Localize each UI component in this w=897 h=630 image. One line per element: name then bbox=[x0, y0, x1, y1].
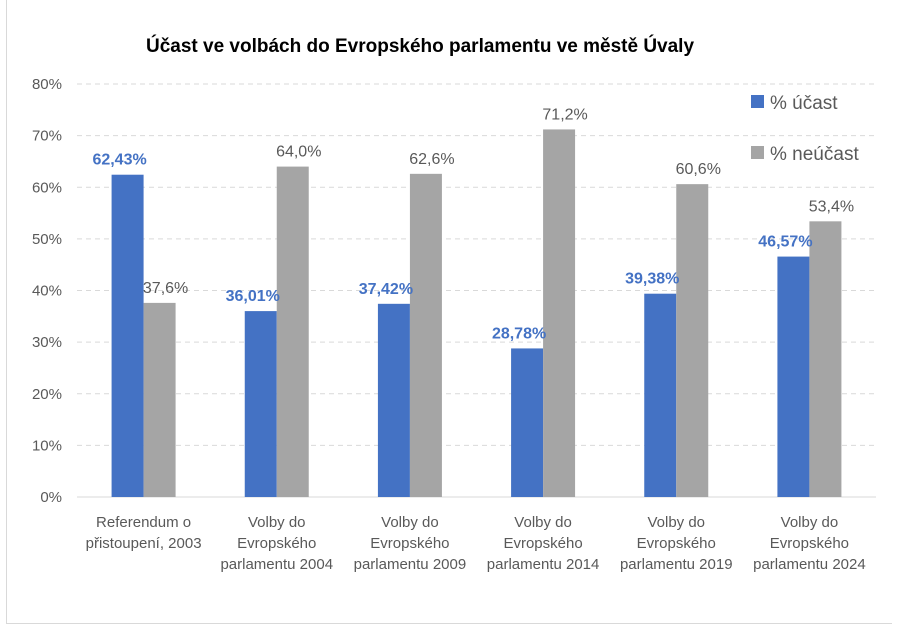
x-category-line: Volby do bbox=[248, 514, 306, 531]
data-label-ucast: 46,57% bbox=[758, 234, 812, 251]
x-category-line: Evropského bbox=[637, 535, 716, 552]
bar-neucast bbox=[143, 302, 176, 497]
data-label-ucast: 39,38% bbox=[625, 271, 679, 288]
data-label-ucast: 62,43% bbox=[92, 152, 146, 169]
x-category-line: parlamentu 2004 bbox=[220, 556, 333, 573]
y-tick-label: 50% bbox=[32, 231, 62, 248]
y-tick-label: 0% bbox=[40, 489, 62, 506]
bar-ucast bbox=[644, 293, 677, 497]
y-tick-label: 10% bbox=[32, 437, 62, 454]
bar-ucast bbox=[511, 348, 544, 497]
x-category-label: Volby do Evropského parlamentu 2009 bbox=[354, 514, 467, 573]
y-tick-label: 60% bbox=[32, 179, 62, 196]
y-axis-ticks: 0% 10% 20% 30% 40% 50% 60% 70% 80% bbox=[32, 76, 62, 506]
bar-neucast bbox=[676, 184, 709, 497]
x-category-line: Volby do bbox=[381, 514, 439, 531]
x-category-label: Volby do Evropského parlamentu 2004 bbox=[220, 514, 333, 573]
legend-label-ucast: % účast bbox=[770, 93, 838, 114]
x-category-line: parlamentu 2019 bbox=[620, 556, 733, 573]
y-tick-label: 20% bbox=[32, 386, 62, 403]
gridlines bbox=[77, 83, 876, 498]
bar-neucast bbox=[543, 129, 576, 497]
x-category-label: Volby do Evropského parlamentu 2024 bbox=[753, 514, 866, 573]
data-label-neucast: 37,6% bbox=[143, 280, 188, 297]
x-category-line: parlamentu 2014 bbox=[487, 556, 600, 573]
y-tick-label: 30% bbox=[32, 334, 62, 351]
x-axis-categories: Referendum o přistoupení, 2003 Volby do Evr… bbox=[86, 514, 866, 573]
data-labels: 62,43% 37,6% 36,01% 64,0% 37,42% 62,6% 28,78% 7… bbox=[92, 106, 854, 342]
x-category-label: Volby do Evropského parlamentu 2014 bbox=[487, 514, 600, 573]
data-label-neucast: 62,6% bbox=[409, 151, 454, 168]
chart-frame bbox=[6, 0, 892, 624]
data-label-ucast: 36,01% bbox=[226, 288, 280, 305]
data-label-neucast: 60,6% bbox=[676, 161, 721, 178]
y-tick-label: 70% bbox=[32, 128, 62, 145]
bar-neucast bbox=[276, 166, 309, 497]
legend-label-neucast: % neúčast bbox=[770, 144, 859, 165]
x-category-line: Referendum o bbox=[96, 514, 191, 531]
bar-neucast bbox=[409, 173, 442, 497]
chart-title: Účast ve volbách do Evropského parlament… bbox=[146, 35, 694, 57]
bar-ucast bbox=[777, 256, 810, 497]
data-label-neucast: 71,2% bbox=[542, 106, 587, 123]
x-category-line: přistoupení, 2003 bbox=[86, 535, 202, 552]
bars bbox=[111, 129, 842, 497]
x-category-line: Evropského bbox=[503, 535, 582, 552]
x-category-line: parlamentu 2009 bbox=[354, 556, 467, 573]
y-tick-label: 40% bbox=[32, 283, 62, 300]
x-category-label: Referendum o přistoupení, 2003 bbox=[86, 514, 202, 552]
x-category-label: Volby do Evropského parlamentu 2019 bbox=[620, 514, 733, 573]
data-label-neucast: 64,0% bbox=[276, 144, 321, 161]
legend-swatch-neucast bbox=[751, 146, 764, 159]
data-label-ucast: 28,78% bbox=[492, 325, 546, 342]
x-category-line: Evropského bbox=[237, 535, 316, 552]
x-category-line: Evropského bbox=[370, 535, 449, 552]
data-label-neucast: 53,4% bbox=[809, 198, 854, 215]
x-category-line: Volby do bbox=[781, 514, 839, 531]
legend: % účast % neúčast bbox=[751, 93, 859, 165]
x-category-line: Volby do bbox=[647, 514, 705, 531]
data-label-ucast: 37,42% bbox=[359, 281, 413, 298]
bar-neucast bbox=[809, 221, 842, 497]
y-tick-label: 80% bbox=[32, 76, 62, 93]
bar-ucast bbox=[244, 311, 277, 497]
x-category-line: parlamentu 2024 bbox=[753, 556, 866, 573]
x-category-line: Evropského bbox=[770, 535, 849, 552]
x-category-line: Volby do bbox=[514, 514, 572, 531]
bar-ucast bbox=[111, 174, 144, 497]
bar-ucast bbox=[377, 303, 410, 497]
legend-swatch-ucast bbox=[751, 95, 764, 108]
